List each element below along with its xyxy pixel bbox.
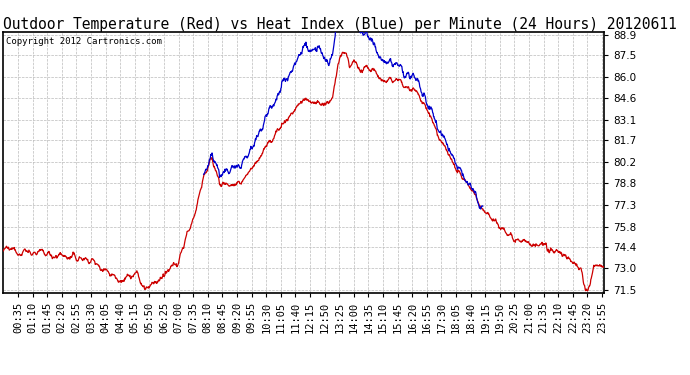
Text: Copyright 2012 Cartronics.com: Copyright 2012 Cartronics.com: [6, 37, 162, 46]
Text: Outdoor Temperature (Red) vs Heat Index (Blue) per Minute (24 Hours) 20120611: Outdoor Temperature (Red) vs Heat Index …: [3, 17, 677, 32]
